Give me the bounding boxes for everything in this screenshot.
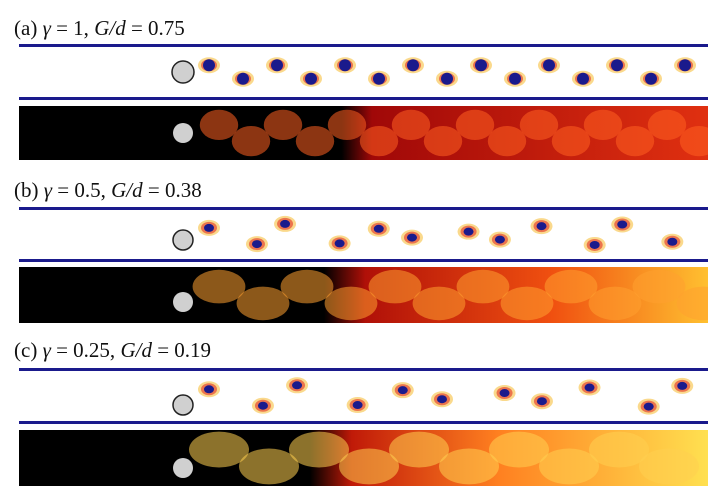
gamma-value: = 0.25, (50, 338, 121, 362)
gap-ratio-value: = 0.75 (125, 16, 185, 40)
gamma-symbol: γ (43, 178, 53, 202)
cylinder-icon (172, 229, 194, 251)
cylinder-icon (172, 394, 194, 416)
panel-b-prefix: (b) (14, 178, 44, 202)
gap-ratio-symbol: G/d (111, 178, 143, 202)
panel-c-vorticity-field (19, 368, 708, 424)
gap-ratio-value: = 0.38 (142, 178, 202, 202)
panel-a-vorticity-field (19, 44, 708, 100)
cylinder-icon (173, 458, 193, 478)
panel-b-label: (b) γ = 0.5, G/d = 0.38 (14, 178, 202, 202)
gap-ratio-symbol: G/d (94, 16, 126, 40)
gap-ratio-value: = 0.19 (151, 338, 212, 362)
panel-c-scalar-field (19, 430, 708, 486)
cylinder-icon (173, 123, 193, 143)
gamma-symbol: γ (42, 16, 51, 40)
panel-c-prefix: (c) (14, 338, 43, 362)
gamma-value: = 1, (50, 16, 95, 40)
gamma-symbol: γ (42, 338, 51, 362)
panel-b-scalar-field (19, 267, 708, 323)
panel-a-scalar-field (19, 106, 708, 160)
panel-a-prefix: (a) (14, 16, 43, 40)
panel-c-label: (c) γ = 0.25, G/d = 0.19 (14, 338, 211, 362)
cylinder-icon (171, 60, 195, 84)
panel-a-label: (a) γ = 1, G/d = 0.75 (14, 16, 185, 40)
cylinder-icon (173, 292, 193, 312)
gamma-value: = 0.5, (52, 178, 112, 202)
panel-b-vorticity-field (19, 207, 708, 262)
gap-ratio-symbol: G/d (120, 338, 152, 362)
